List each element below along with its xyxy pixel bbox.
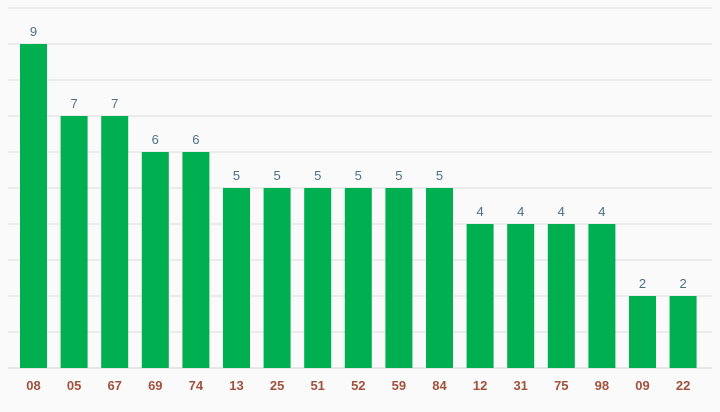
bar[interactable]	[507, 224, 535, 368]
category-tick-label: 98	[595, 378, 609, 393]
category-tick-label: 09	[635, 378, 649, 393]
bar[interactable]	[629, 296, 656, 368]
category-tick-label: 25	[270, 378, 284, 393]
category-tick-label: 75	[554, 378, 568, 393]
bar-value-label: 5	[436, 168, 443, 183]
bar-value-label: 4	[517, 204, 524, 219]
bar[interactable]	[304, 188, 332, 368]
bar-value-label: 4	[476, 204, 483, 219]
bar[interactable]	[141, 152, 169, 368]
category-tick-label: 69	[148, 378, 162, 393]
category-labels: 08 05 67 69 74 13 25 51 52 59 84 12 31 75 98 09 22	[26, 378, 690, 393]
bar-value-label: 5	[273, 168, 280, 183]
bar-value-label: 5	[314, 168, 321, 183]
category-tick-label: 05	[67, 378, 81, 393]
bar-value-label: 5	[355, 168, 362, 183]
category-tick-label: 22	[676, 378, 690, 393]
bar[interactable]	[60, 116, 88, 368]
category-tick-label: 59	[392, 378, 406, 393]
bar[interactable]	[182, 152, 210, 368]
category-tick-label: 12	[473, 378, 487, 393]
bar[interactable]	[588, 224, 616, 368]
bar[interactable]	[101, 116, 129, 368]
bar-value-label: 6	[152, 132, 159, 147]
bar-value-label: 2	[679, 276, 686, 291]
category-tick-label: 13	[229, 378, 243, 393]
bar-value-label: 9	[30, 24, 37, 39]
bar-value-label: 5	[233, 168, 240, 183]
bar-value-label: 2	[639, 276, 646, 291]
bar[interactable]	[223, 188, 250, 368]
bar-value-label: 7	[111, 96, 118, 111]
category-tick-label: 84	[432, 378, 447, 393]
bar[interactable]	[547, 224, 575, 368]
category-tick-label: 74	[189, 378, 204, 393]
bar-value-label: 7	[70, 96, 77, 111]
category-tick-label: 08	[26, 378, 40, 393]
bars	[20, 44, 697, 368]
bar[interactable]	[669, 296, 697, 368]
value-labels: 9 7 7 6 6 5 5 5 5 5 5 4 4 4 4 2 2	[30, 24, 687, 291]
category-tick-label: 51	[310, 378, 324, 393]
bar-value-label: 5	[395, 168, 402, 183]
bar-value-label: 4	[558, 204, 565, 219]
bar-value-label: 4	[598, 204, 605, 219]
bar[interactable]	[20, 44, 47, 368]
bar-value-label: 6	[192, 132, 199, 147]
category-tick-label: 67	[107, 378, 121, 393]
bar[interactable]	[466, 224, 494, 368]
bar[interactable]	[344, 188, 372, 368]
category-tick-label: 52	[351, 378, 365, 393]
category-tick-label: 31	[513, 378, 527, 393]
bar[interactable]	[385, 188, 413, 368]
bar[interactable]	[426, 188, 453, 368]
bar[interactable]	[263, 188, 291, 368]
